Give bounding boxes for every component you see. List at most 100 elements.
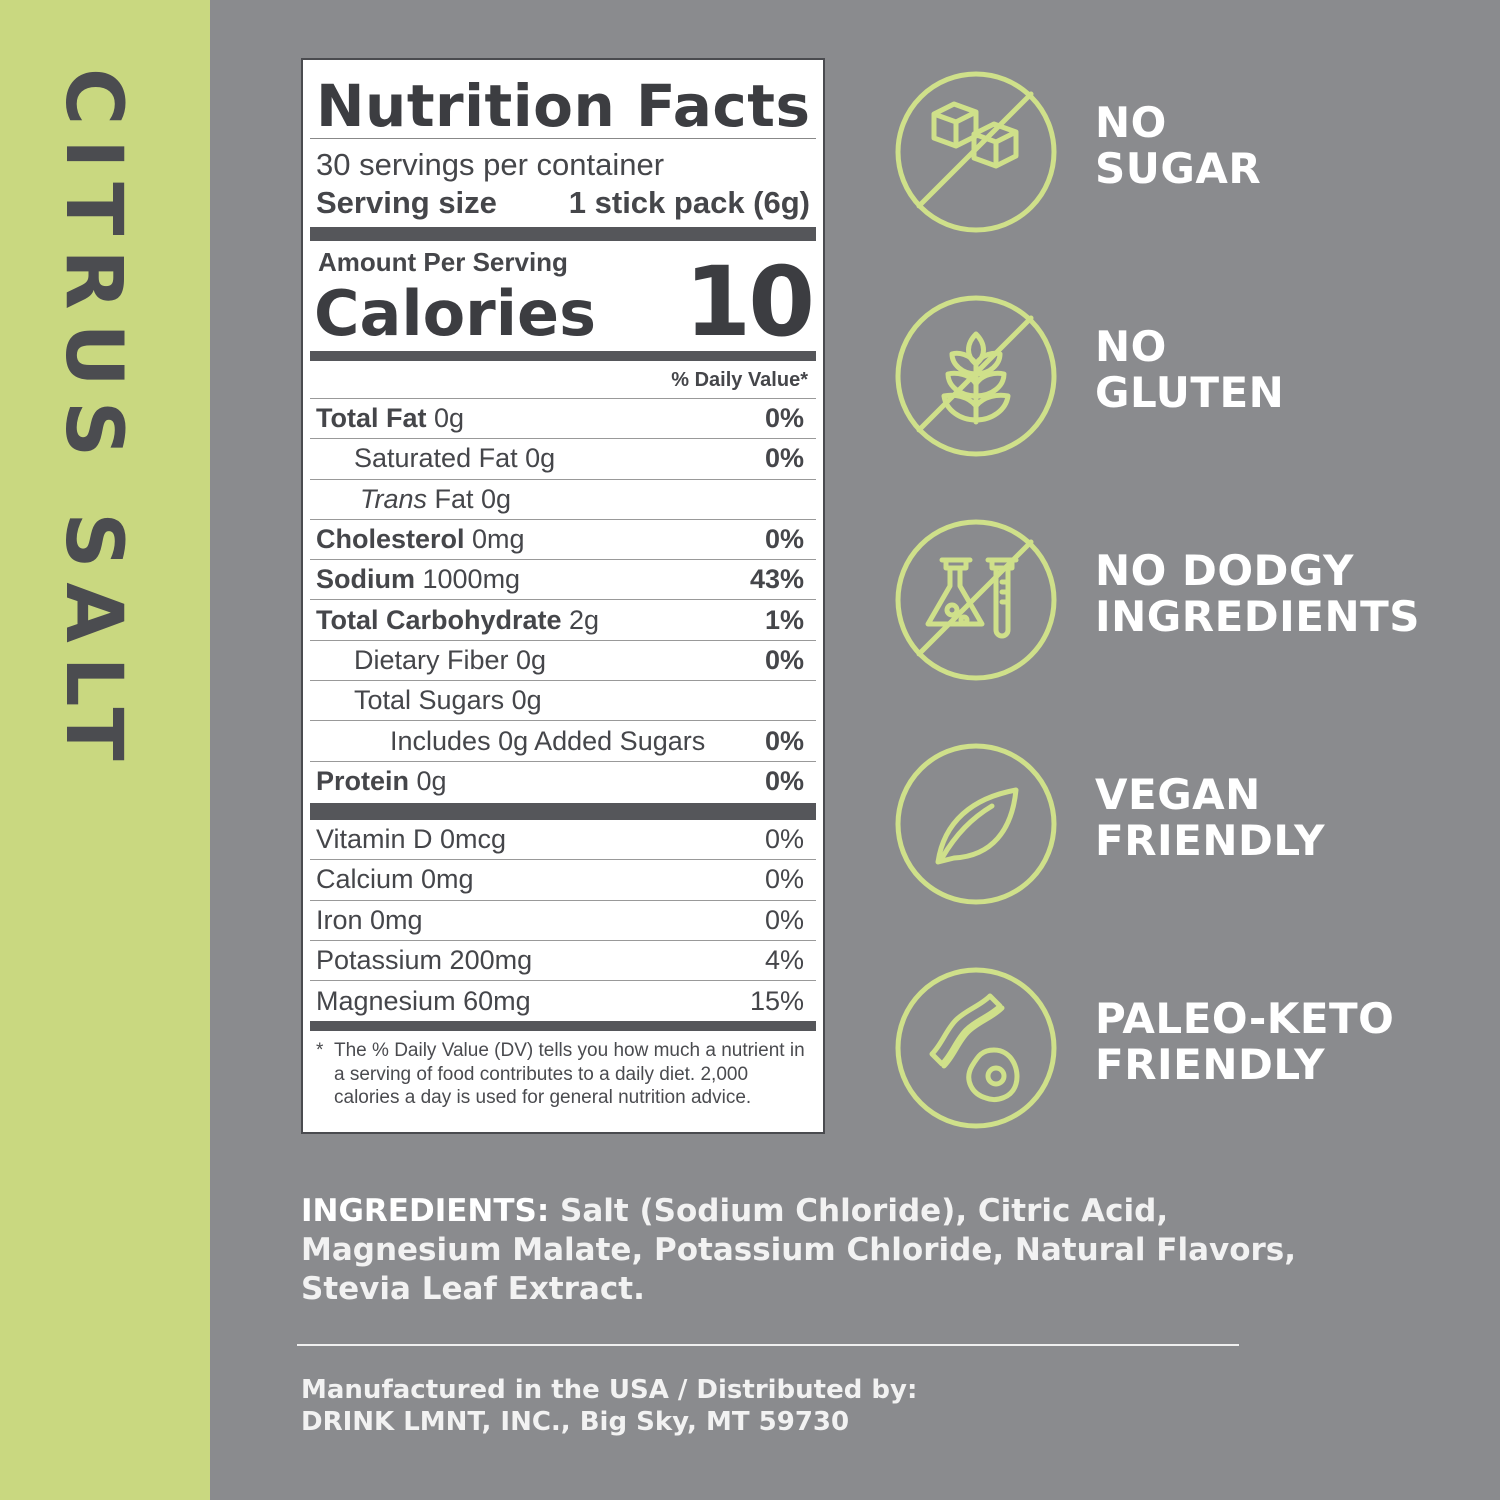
nutrient-name: Protein 0g bbox=[316, 766, 447, 797]
daily-value: 4% bbox=[764, 945, 804, 975]
vitamin-name: Potassium 200mg bbox=[316, 945, 533, 975]
daily-value: 0% bbox=[764, 904, 804, 935]
footnote-text: The % Daily Value (DV) tells you how muc… bbox=[334, 1040, 805, 1109]
nutrient-amount: 1000mg bbox=[415, 564, 521, 595]
nutrient-amount: Saturated Fat 0g bbox=[354, 443, 556, 474]
claim-text: PALEO-KETO FRIENDLY bbox=[1095, 996, 1394, 1088]
claim-line1: PALEO-KETO bbox=[1095, 994, 1395, 1043]
claim-line1: VEGAN bbox=[1095, 770, 1261, 819]
flavor-sidebar: CITRUS SALT bbox=[0, 0, 210, 1500]
vitamin-rows: Vitamin D 0mcg 0% Calcium 0mg 0% Iron 0mg 0% P… bbox=[310, 820, 816, 1021]
daily-value: 1% bbox=[764, 604, 804, 635]
vitamin-name: Calcium 0mg bbox=[316, 864, 474, 895]
medium-divider bbox=[310, 351, 816, 361]
manufacturer-line2: DRINK LMNT, INC., Big Sky, MT 59730 bbox=[301, 1407, 850, 1437]
serving-size: Serving size 1 stick pack (6g) bbox=[310, 183, 816, 223]
footnote: * The % Daily Value (DV) tells you how m… bbox=[310, 1031, 816, 1110]
claim-line2: FRIENDLY bbox=[1095, 1040, 1325, 1089]
flavor-name: CITRUS SALT bbox=[48, 68, 138, 775]
claim-text: NO DODGY INGREDIENTS bbox=[1095, 548, 1420, 640]
ingredients-text: Salt (Sodium Chloride), Citric Acid, Mag… bbox=[301, 1193, 1297, 1307]
nutrient-amount: 0g bbox=[409, 766, 447, 797]
nutrient-bold: Total Fat bbox=[316, 403, 427, 434]
nutrient-amount: 0mg bbox=[464, 524, 525, 555]
vitamin-row: Magnesium 60mg 15% bbox=[310, 981, 816, 1021]
claim-text: VEGAN FRIENDLY bbox=[1095, 772, 1325, 864]
daily-value-header: % Daily Value* bbox=[310, 361, 816, 399]
daily-value: 0% bbox=[764, 766, 804, 797]
amount-per-serving: Amount Per Serving bbox=[318, 247, 568, 277]
nutrient-name: Total Carbohydrate 2g bbox=[316, 605, 599, 636]
daily-value: 0% bbox=[764, 824, 804, 855]
claim-item: VEGAN FRIENDLY bbox=[895, 742, 1495, 906]
vitamin-name: Vitamin D 0mcg bbox=[316, 824, 507, 855]
serving-size-value: 1 stick pack (6g) bbox=[568, 185, 810, 220]
daily-value: 0% bbox=[764, 524, 804, 555]
nutrient-row: Cholesterol 0mg 0% bbox=[310, 520, 816, 561]
nutrient-row: Sodium 1000mg 43% bbox=[310, 560, 816, 601]
vitamin-row: Iron 0mg 0% bbox=[310, 901, 816, 941]
claim-line1: NO bbox=[1095, 98, 1167, 147]
sugar-cubes-crossed-icon bbox=[895, 71, 1057, 233]
calories-row: Calories 10 bbox=[310, 254, 816, 350]
leaf-icon bbox=[895, 743, 1057, 905]
lab-flask-crossed-icon bbox=[895, 519, 1057, 681]
nutrient-name: Dietary Fiber 0g bbox=[316, 645, 546, 676]
nutrient-amount: 2g bbox=[561, 604, 600, 635]
nutrient-italic: Trans bbox=[360, 483, 428, 514]
nutrient-row: Includes 0g Added Sugars 0% bbox=[310, 721, 816, 762]
nutrient-amount: Fat 0g bbox=[427, 483, 512, 514]
vitamin-row: Calcium 0mg 0% bbox=[310, 860, 816, 901]
medium-divider bbox=[310, 1021, 816, 1032]
daily-value: 0% bbox=[764, 864, 804, 895]
nutrient-bold: Sodium bbox=[316, 564, 415, 595]
ingredients: INGREDIENTS: Salt (Sodium Chloride), Cit… bbox=[301, 1192, 1301, 1309]
claim-line1: NO DODGY bbox=[1095, 546, 1354, 595]
footnote-asterisk: * bbox=[316, 1040, 324, 1062]
wheat-crossed-icon bbox=[895, 295, 1057, 457]
divider bbox=[297, 1344, 1239, 1346]
vitamin-row: Vitamin D 0mcg 0% bbox=[310, 820, 816, 861]
nutrient-name: Total Sugars 0g bbox=[316, 685, 542, 716]
nutrient-row: Total Sugars 0g bbox=[310, 681, 816, 722]
daily-value: 0% bbox=[764, 644, 804, 675]
nutrient-name: Cholesterol 0mg bbox=[316, 524, 525, 555]
nutrient-bold: Protein bbox=[316, 766, 410, 797]
nutrient-row: Total Fat 0g 0% bbox=[310, 399, 816, 440]
servings-per-container: 30 servings per container bbox=[316, 147, 665, 182]
manufacturer-line1: Manufactured in the USA / Distributed by… bbox=[301, 1375, 918, 1405]
nutrient-amount: 0g bbox=[426, 403, 465, 434]
nutrient-rows: Total Fat 0g 0% Saturated Fat 0g 0% Trans Fa… bbox=[310, 399, 816, 802]
claim-line1: NO bbox=[1095, 322, 1167, 371]
claim-item: NO SUGAR bbox=[895, 70, 1495, 234]
nutrient-row: Protein 0g 0% bbox=[310, 762, 816, 802]
claim-item: PALEO-KETO FRIENDLY bbox=[895, 966, 1495, 1130]
thick-divider bbox=[310, 227, 816, 241]
manufacturer-info: Manufactured in the USA / Distributed by… bbox=[301, 1374, 917, 1438]
nutrient-amount: Includes 0g Added Sugars bbox=[390, 725, 706, 756]
serving-size-label: Serving size bbox=[316, 185, 497, 220]
daily-value: 15% bbox=[749, 985, 804, 1016]
claim-item: NO DODGY INGREDIENTS bbox=[895, 518, 1495, 682]
daily-value: 43% bbox=[749, 564, 804, 595]
nutrient-amount: Total Sugars 0g bbox=[354, 685, 542, 716]
nutrient-row: Dietary Fiber 0g 0% bbox=[310, 641, 816, 682]
nutrient-name: Trans Fat 0g bbox=[316, 484, 511, 515]
nutrition-facts-label: Nutrition Facts 30 servings per containe… bbox=[301, 58, 825, 1134]
claim-item: NO GLUTEN bbox=[895, 294, 1495, 458]
ingredients-label: INGREDIENTS: bbox=[301, 1193, 550, 1229]
calories-value: 10 bbox=[684, 246, 815, 358]
nutrient-row: Trans Fat 0g bbox=[310, 480, 816, 520]
nutrient-bold: Total Carbohydrate bbox=[316, 604, 562, 635]
claim-text: NO SUGAR bbox=[1095, 100, 1261, 192]
claim-line2: GLUTEN bbox=[1095, 368, 1285, 417]
vitamin-name: Iron 0mg bbox=[316, 904, 423, 935]
nutrient-name: Total Fat 0g bbox=[316, 403, 464, 434]
nutrient-bold: Cholesterol bbox=[316, 524, 465, 555]
thick-divider bbox=[310, 802, 816, 820]
nutrient-name: Includes 0g Added Sugars bbox=[316, 726, 705, 757]
nutrient-amount: Dietary Fiber 0g bbox=[354, 644, 547, 675]
claim-line2: INGREDIENTS bbox=[1095, 592, 1421, 641]
vitamin-name: Magnesium 60mg bbox=[316, 985, 531, 1016]
claim-line2: SUGAR bbox=[1095, 144, 1262, 193]
